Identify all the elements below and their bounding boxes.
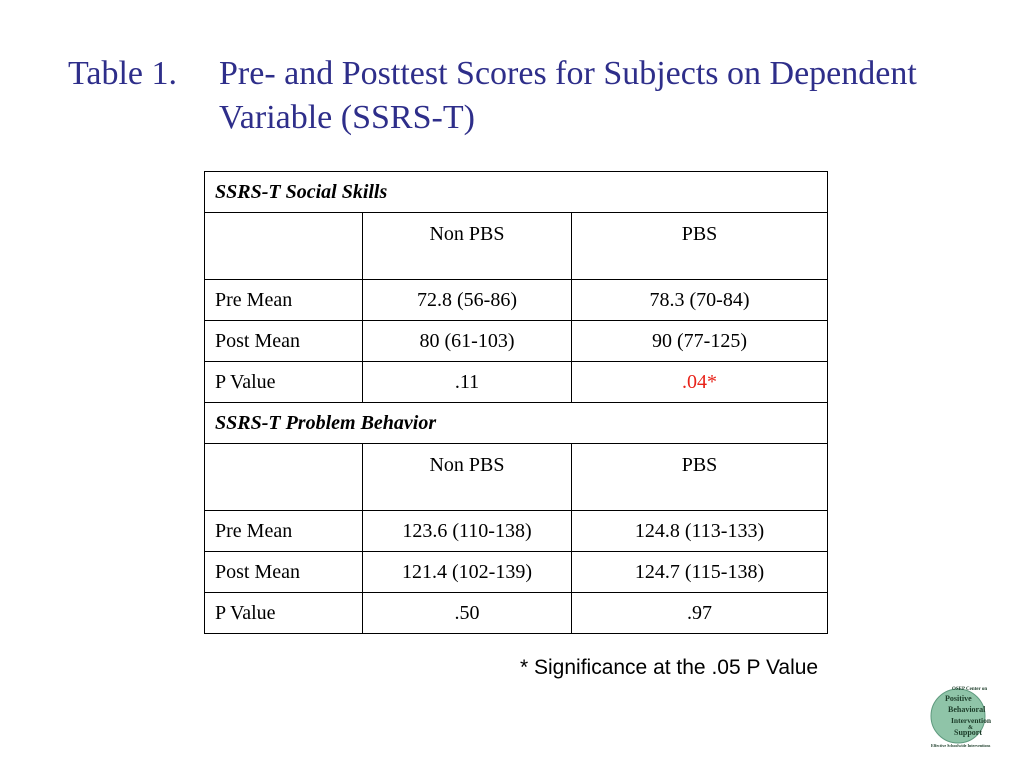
column-header-pbs: PBS	[571, 443, 828, 511]
section-heading-row: SSRS-T Social Skills	[204, 171, 828, 213]
section-heading-row: SSRS-T Problem Behavior	[204, 402, 828, 444]
row-label: Post Mean	[204, 551, 363, 593]
row-label: Pre Mean	[204, 279, 363, 321]
svg-text:Behavioral: Behavioral	[948, 705, 986, 714]
svg-text:Positive: Positive	[945, 694, 972, 703]
row-label: Pre Mean	[204, 510, 363, 552]
section-heading: SSRS-T Problem Behavior	[204, 402, 828, 444]
cell-pbs: 90 (77-125)	[571, 320, 828, 362]
scores-table: SSRS-T Social Skills Non PBS PBS Pre Mea…	[204, 171, 828, 634]
cell-pbs-significant: .04*	[571, 361, 828, 403]
cell-non-pbs: 123.6 (110-138)	[362, 510, 572, 552]
svg-text:Support: Support	[954, 728, 982, 737]
svg-text:Intervention: Intervention	[951, 716, 992, 725]
table-number: Table 1.	[68, 55, 178, 92]
column-header-row: Non PBS PBS	[204, 212, 828, 280]
table-row: Pre Mean 72.8 (56-86) 78.3 (70-84)	[204, 279, 828, 321]
cell-pbs: .97	[571, 592, 828, 634]
svg-text:&: &	[968, 725, 973, 731]
svg-text:OSEP Center on: OSEP Center on	[952, 687, 987, 692]
pbis-logo-icon: OSEP Center on Positive Behavioral Inter…	[930, 687, 992, 748]
empty-header-cell	[204, 443, 363, 511]
table-row: P Value .11 .04*	[204, 361, 828, 403]
cell-non-pbs: .11	[362, 361, 572, 403]
cell-non-pbs: 121.4 (102-139)	[362, 551, 572, 593]
table-row: Post Mean 121.4 (102-139) 124.7 (115-138…	[204, 551, 828, 593]
row-label: Post Mean	[204, 320, 363, 362]
cell-non-pbs: 80 (61-103)	[362, 320, 572, 362]
table-row: Pre Mean 123.6 (110-138) 124.8 (113-133)	[204, 510, 828, 552]
row-label: P Value	[204, 592, 363, 634]
cell-pbs: 124.7 (115-138)	[571, 551, 828, 593]
svg-text:Effective Schoolwide Intervent: Effective Schoolwide Interventions	[931, 743, 991, 748]
cell-pbs: 78.3 (70-84)	[571, 279, 828, 321]
empty-header-cell	[204, 212, 363, 280]
cell-non-pbs: .50	[362, 592, 572, 634]
section-heading: SSRS-T Social Skills	[204, 171, 828, 213]
column-header-non-pbs: Non PBS	[362, 443, 572, 511]
page-title: Table 1. Pre- and Posttest Scores for Su…	[68, 52, 919, 140]
column-header-row: Non PBS PBS	[204, 443, 828, 511]
cell-non-pbs: 72.8 (56-86)	[362, 279, 572, 321]
table-row: Post Mean 80 (61-103) 90 (77-125)	[204, 320, 828, 362]
column-header-non-pbs: Non PBS	[362, 212, 572, 280]
cell-pbs: 124.8 (113-133)	[571, 510, 828, 552]
significance-footnote: * Significance at the .05 P Value	[520, 656, 819, 679]
table-row: P Value .50 .97	[204, 592, 828, 634]
row-label: P Value	[204, 361, 363, 403]
table-title-text: Pre- and Posttest Scores for Subjects on…	[219, 55, 917, 136]
column-header-pbs: PBS	[571, 212, 828, 280]
